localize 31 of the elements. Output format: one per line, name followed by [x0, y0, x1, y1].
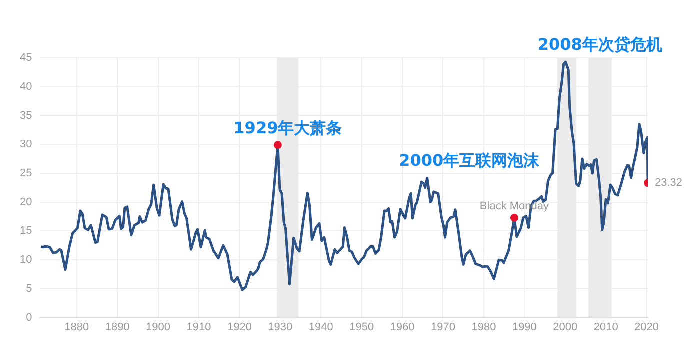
y-tick-label: 45: [20, 52, 32, 64]
x-tick-label: 1920: [227, 321, 252, 334]
x-tick-label: 1950: [350, 321, 374, 334]
y-tick-label: 40: [20, 80, 32, 93]
x-tick-label: 2000: [553, 321, 578, 334]
band-label: 2000年互联网泡沫: [399, 151, 541, 170]
x-tick-label: 1990: [512, 321, 537, 334]
x-tick-label: 1910: [186, 321, 212, 334]
x-tick-label: 1930: [268, 321, 293, 334]
x-tick-label: 2020: [634, 321, 660, 334]
point: [510, 214, 518, 222]
y-tick-label: 0: [26, 312, 32, 324]
band-label: 1929年大萧条: [234, 118, 342, 138]
y-tick-label: 20: [20, 196, 32, 208]
point: [274, 141, 282, 150]
x-tick-label: 1960: [390, 321, 415, 334]
x-tick-label: 1900: [146, 321, 171, 334]
y-tick-label: 30: [20, 138, 32, 151]
x-tick-label: 1880: [64, 321, 90, 334]
y-tick-label: 10: [20, 254, 32, 266]
y-tick-label: 5: [26, 282, 32, 295]
y-tick-label: 35: [20, 110, 32, 122]
x-tick-label: 1980: [472, 321, 496, 334]
y-tick-label: 15: [20, 225, 32, 238]
x-tick-label: 1890: [105, 321, 130, 334]
annotation: 23.32: [655, 177, 683, 190]
x-tick-label: 1940: [308, 321, 334, 334]
band-label: 2008年次贷危机: [538, 35, 662, 54]
x-tick-label: 1970: [431, 321, 456, 334]
y-tick-label: 25: [20, 168, 32, 180]
x-tick-label: 2010: [594, 321, 618, 334]
